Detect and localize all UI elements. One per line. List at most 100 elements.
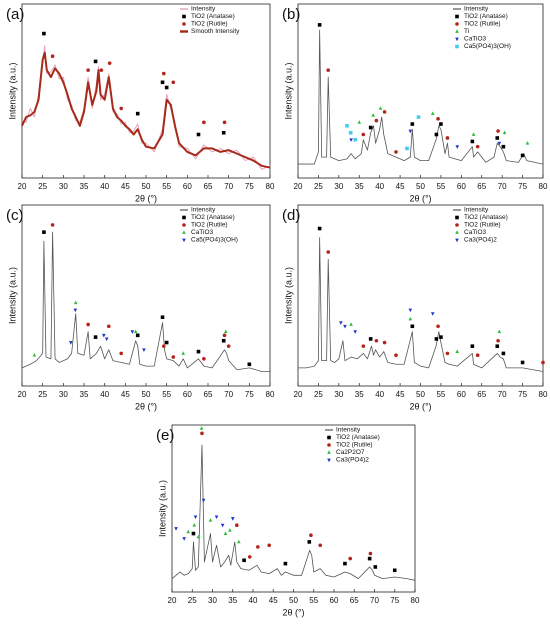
x-tick-label: 20 [168,596,177,605]
marker [32,353,37,357]
legend-label: Ca3(PO4)2 [336,457,369,464]
marker [348,556,353,561]
marker [394,150,398,154]
x-tick-label: 80 [266,390,275,399]
marker [353,330,357,334]
x-tick-label: 50 [289,596,298,605]
marker [283,561,288,566]
marker [525,141,530,145]
marker [439,122,443,126]
marker [182,230,186,234]
marker [191,531,196,536]
marker [161,71,166,76]
marker [496,129,500,133]
plot-frame [21,204,271,387]
marker [367,556,372,561]
legend-label: Ca3(PO4)2 [464,237,497,244]
marker [174,527,178,531]
marker [221,130,226,135]
marker [353,137,357,142]
marker [439,335,443,339]
x-tick-label: 60 [457,182,466,191]
x-tick-label: 25 [38,390,47,399]
x-tick-label: 55 [162,182,171,191]
x-tick-label: 40 [375,390,384,399]
marker [160,315,165,320]
marker [470,344,475,348]
marker [186,529,190,534]
marker [343,561,347,566]
marker [455,223,459,227]
marker [373,565,378,569]
legend-label: TiO2 (Rutile) [336,442,373,449]
x-tick-label: 40 [100,182,109,191]
legend-label: TiO2 (Anatase) [191,214,235,221]
plot-frame [297,204,544,387]
x-tick-label: 25 [188,596,197,605]
x-tick-label: 70 [498,390,507,399]
x-tick-label: 40 [100,390,109,399]
marker [307,540,312,544]
marker [410,122,415,126]
marker [133,329,138,334]
marker [223,531,228,535]
x-tick-label: 65 [477,182,486,191]
marker [119,351,123,356]
y-axis-label: Intensity (a.u.) [283,62,293,119]
marker [208,517,213,522]
marker [317,226,322,231]
intensity-line [171,444,416,581]
marker [455,145,460,149]
legend-label: CaTiO3 [464,36,487,43]
panel: 20 25 30 35 40 45 50 55 60 65 70 75 80 2θ (°) Intensit… [156,424,420,617]
x-tick-label: 35 [80,182,89,191]
marker [410,324,415,329]
x-tick-label: 35 [228,596,237,605]
marker [182,537,186,541]
x-tick-label: 20 [18,182,27,191]
marker [455,44,459,49]
panel: 20 25 30 35 40 45 50 55 60 65 70 75 80 2θ (°) Intensit… [6,204,275,411]
marker [327,450,331,454]
x-tick-label: 55 [436,390,445,399]
x-axis-label: 2θ (°) [135,193,157,203]
y-axis-label: Intensity (a.u.) [7,267,17,324]
marker [73,300,78,305]
marker [247,362,252,367]
marker [192,523,197,527]
marker [267,543,272,548]
marker [408,308,413,313]
legend-label: Intensity [336,427,361,434]
x-tick-label: 65 [204,390,213,399]
x-tick-label: 45 [121,390,130,399]
marker [223,329,228,334]
x-tick-label: 75 [245,390,254,399]
marker [164,85,169,90]
marker [73,308,78,313]
panel-label: (d) [282,207,300,224]
marker [202,357,206,361]
marker [326,250,331,254]
marker [182,238,186,243]
marker [317,23,322,27]
marker [501,144,506,149]
marker [202,120,206,125]
x-tick-label: 55 [309,596,318,605]
x-tick-label: 25 [38,182,47,191]
marker [382,110,387,114]
plot-frame [171,424,416,593]
plot-frame [297,3,544,179]
marker [445,351,450,356]
legend-label: TiO2 (Rutile) [191,222,228,229]
marker [495,136,500,140]
legend-label: TiO2 (Anatase) [191,13,235,20]
legend-label: Intensity [464,207,489,214]
marker [220,523,225,528]
marker [222,333,227,338]
marker [374,118,379,123]
x-tick-label: 40 [375,182,384,191]
marker [68,341,73,345]
marker [226,344,231,348]
marker [495,344,500,348]
